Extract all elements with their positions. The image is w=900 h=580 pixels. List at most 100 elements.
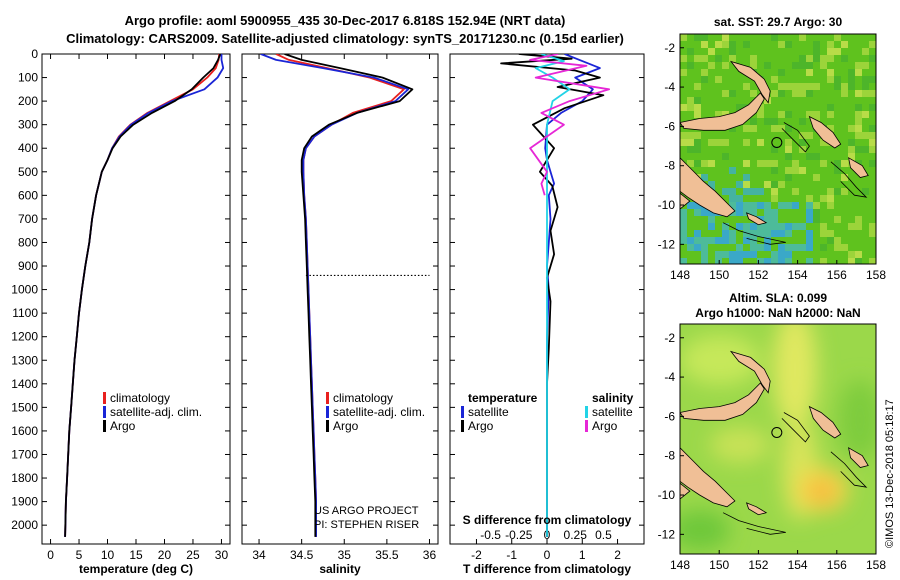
- sst-cell: [841, 41, 848, 48]
- sst-cell: [778, 41, 785, 48]
- sst-map-frame: [679, 33, 877, 265]
- sst-cell: [722, 230, 729, 237]
- sst-cells: [680, 34, 876, 264]
- sst-cell: [841, 188, 848, 195]
- sst-cell: [813, 83, 820, 90]
- sla-blob: [838, 380, 876, 460]
- sst-cell: [834, 76, 841, 83]
- sst-cell: [701, 160, 708, 167]
- legend-swatch-s-argo: [585, 420, 588, 432]
- sst-cell: [799, 90, 806, 97]
- sst-cell: [778, 258, 785, 264]
- top-x-tick-label: 0.25: [564, 528, 588, 542]
- legend-swatch-s-satellite: [585, 406, 588, 418]
- sst-cell: [743, 174, 750, 181]
- sst-cell: [806, 83, 813, 90]
- sst-cell: [750, 188, 757, 195]
- sst-cell: [757, 202, 764, 209]
- sla-map-panel: Altim. SLA: 0.099 Argo h1000: NaN h2000:…: [658, 291, 887, 572]
- sst-cell: [694, 34, 701, 41]
- sla-blob: [773, 324, 817, 430]
- x-tick-label: 35: [338, 548, 352, 562]
- sst-cell: [827, 76, 834, 83]
- lon-tick-label: 150: [709, 558, 729, 572]
- x-tick-label: 20: [158, 548, 172, 562]
- sst-cell: [694, 146, 701, 153]
- lon-tick-label: 152: [748, 558, 768, 572]
- temperature-frame: [41, 53, 231, 545]
- x-tick-label: 36: [423, 548, 437, 562]
- sst-cell: [680, 139, 687, 146]
- depth-tick-label: 1600: [11, 424, 38, 438]
- salinity-xlabel: salinity: [319, 562, 361, 576]
- sst-cell: [715, 258, 722, 264]
- sst-cell: [799, 223, 806, 230]
- legend-label-climatology: climatology: [333, 391, 393, 405]
- lat-tick-label: -12: [658, 527, 676, 541]
- salinity-axis-ticks: 34 34.5 35 35.5 36: [242, 53, 438, 562]
- difference-panel: -2 -1 0 1 2-0.5 -0.25 0 0.25 0.5 S difference fr…: [449, 53, 645, 576]
- sst-cell: [834, 34, 841, 41]
- sst-cell: [862, 132, 869, 139]
- sst-cell: [729, 41, 736, 48]
- sst-cell: [855, 90, 862, 97]
- sst-cell: [869, 160, 876, 167]
- sst-cell: [687, 146, 694, 153]
- sst-cell: [701, 251, 708, 258]
- sst-cell: [687, 160, 694, 167]
- coastline: [781, 412, 810, 443]
- sst-cell: [701, 258, 708, 264]
- sst-cell: [862, 146, 869, 153]
- sst-cell: [792, 160, 799, 167]
- sst-cell: [708, 209, 715, 216]
- sst-cell: [778, 69, 785, 76]
- sst-cell: [757, 258, 764, 264]
- sst-cell: [862, 76, 869, 83]
- sst-cell: [785, 111, 792, 118]
- sla-map-title-1: Altim. SLA: 0.099: [729, 291, 827, 305]
- sst-cell: [771, 146, 778, 153]
- sst-cell: [792, 62, 799, 69]
- sst-cell: [694, 97, 701, 104]
- sst-cell: [855, 62, 862, 69]
- sst-cell: [722, 237, 729, 244]
- x-tick-label: 1: [579, 548, 586, 562]
- imos-timestamp: ©IMOS 13-Dec-2018 05:18:17: [884, 399, 896, 548]
- sst-cell: [869, 55, 876, 62]
- sst-cell: [680, 55, 687, 62]
- sst-cell: [750, 209, 757, 216]
- lat-tick-label: -4: [664, 80, 675, 94]
- legend-swatch-argo: [103, 420, 106, 432]
- sst-cell: [729, 202, 736, 209]
- sst-cell: [687, 139, 694, 146]
- series-line-climatology: [275, 54, 405, 537]
- sst-cell: [680, 258, 687, 264]
- sst-cell: [680, 104, 687, 111]
- sst-cell: [771, 90, 778, 97]
- difference-xlabel: T difference from climatology: [463, 562, 631, 576]
- sla-map-title-2: Argo h1000: NaN h2000: NaN: [695, 306, 860, 320]
- sst-cell: [848, 69, 855, 76]
- sst-cell: [750, 223, 757, 230]
- sst-cell: [778, 251, 785, 258]
- depth-tick-label: 1800: [11, 471, 38, 485]
- sst-cell: [736, 244, 743, 251]
- sst-map-title: sat. SST: 29.7 Argo: 30: [714, 15, 843, 29]
- sst-cell: [694, 132, 701, 139]
- sst-cell: [764, 223, 771, 230]
- title-line-1: Argo profile: aoml 5900955_435 30-Dec-20…: [125, 13, 566, 28]
- sst-cell: [806, 62, 813, 69]
- lat-tick-label: -8: [664, 449, 675, 463]
- sst-cell: [799, 55, 806, 62]
- sst-cell: [855, 118, 862, 125]
- sst-cell: [722, 251, 729, 258]
- title-line-2: Climatology: CARS2009. Satellite-adjuste…: [66, 31, 624, 46]
- sst-cell: [694, 237, 701, 244]
- sst-cell: [785, 146, 792, 153]
- sla-map-field: [680, 324, 876, 554]
- sst-cell: [785, 223, 792, 230]
- sst-cell: [799, 139, 806, 146]
- land-mask: [680, 60, 869, 245]
- sla-blob: [810, 482, 834, 502]
